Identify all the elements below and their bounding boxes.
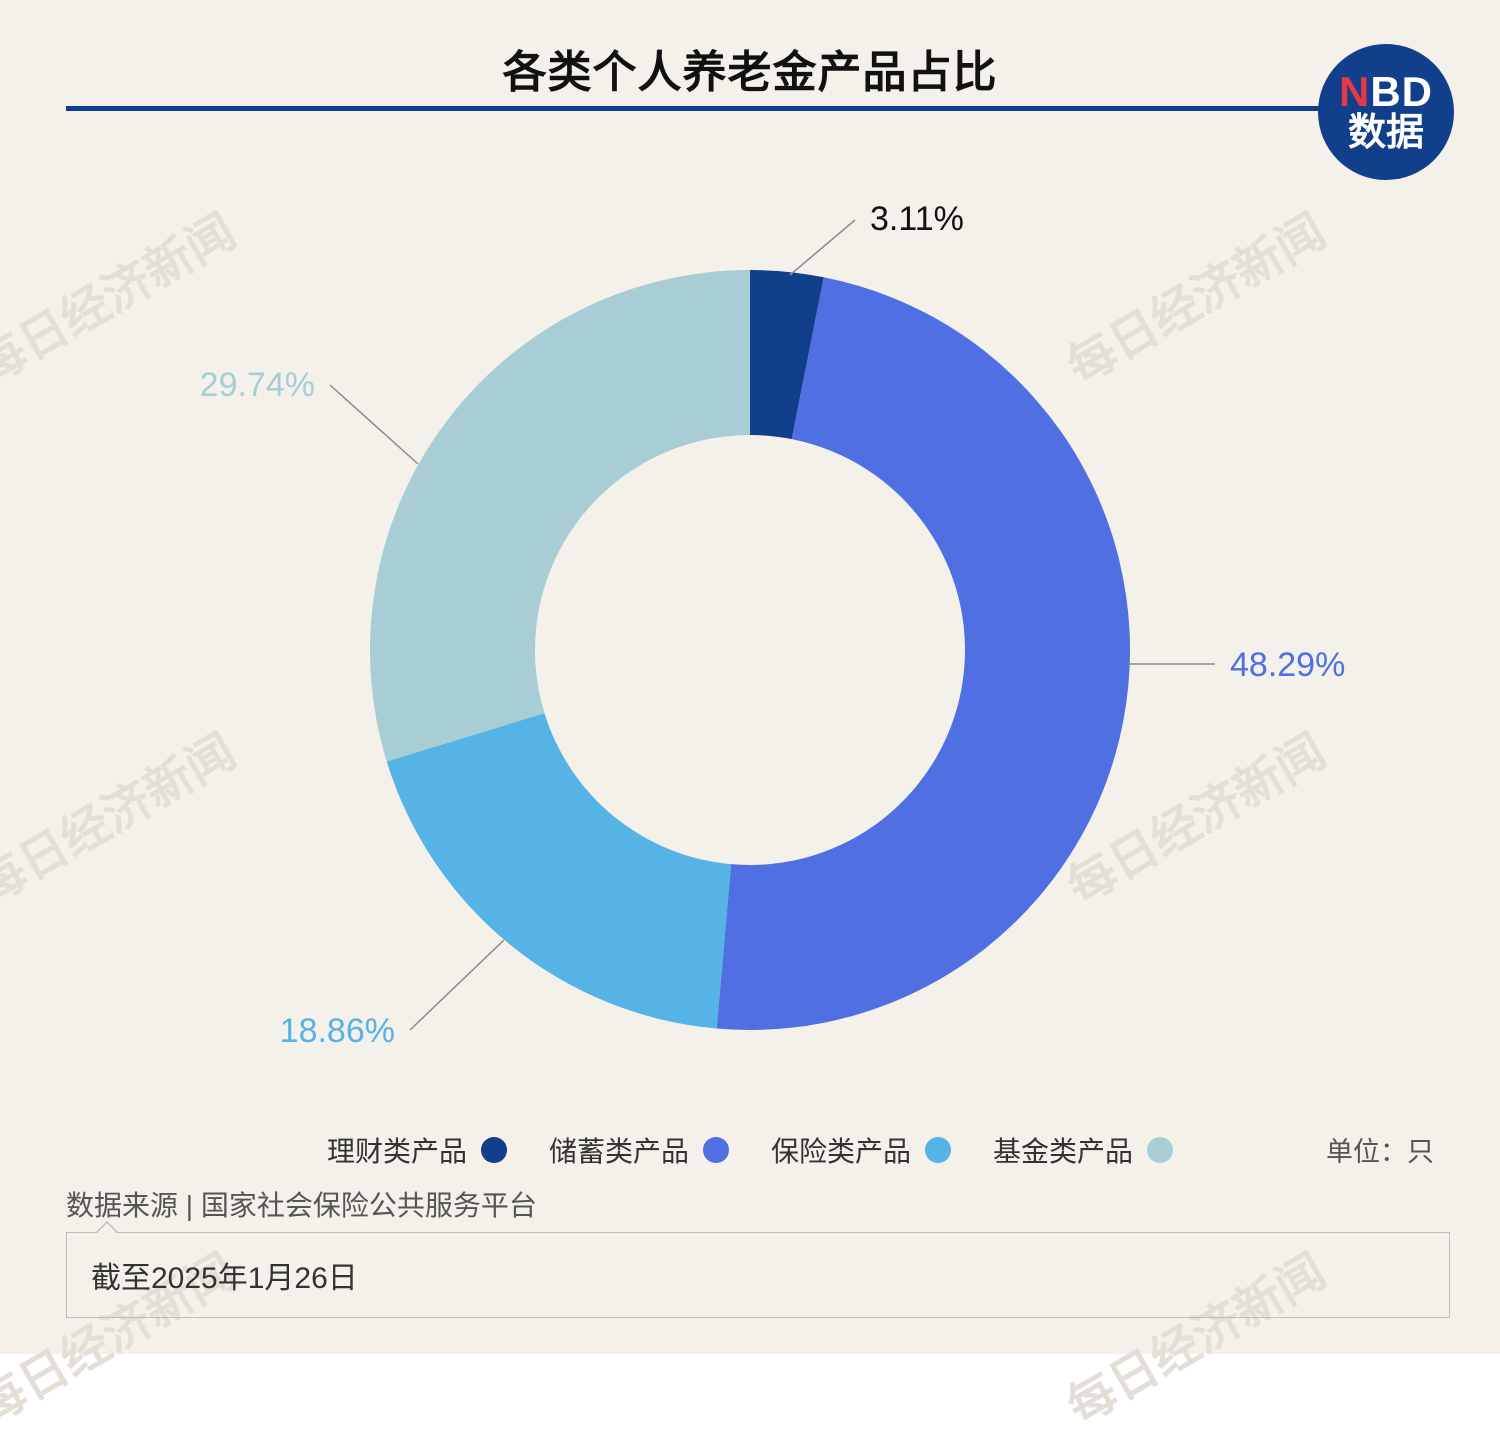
note-arrow-icon	[95, 1221, 119, 1233]
note-box: 截至2025年1月26日	[66, 1232, 1450, 1318]
legend-label: 理财类产品	[327, 1130, 467, 1170]
page: 每日经济新闻每日经济新闻每日经济新闻每日经济新闻每日经济新闻每日经济新闻 各类个…	[0, 0, 1500, 1354]
unit-label: 单位：只	[1326, 1130, 1434, 1169]
slice-label: 3.11%	[870, 200, 964, 238]
legend-dot-icon	[481, 1137, 507, 1163]
logo-n: N	[1339, 68, 1370, 115]
donut-chart: 3.11% 48.29% 18.86% 29.74%	[0, 160, 1500, 1120]
logo-sub: 数据	[1348, 114, 1424, 154]
legend-dot-icon	[925, 1137, 951, 1163]
legend-dot-icon	[1147, 1137, 1173, 1163]
legend-label: 储蓄类产品	[549, 1130, 689, 1170]
legend-label: 保险类产品	[771, 1130, 911, 1170]
legend-item: 储蓄类产品	[549, 1130, 729, 1170]
title-row: 各类个人养老金产品占比	[0, 36, 1500, 100]
title-underline	[66, 106, 1434, 111]
legend-label: 基金类产品	[993, 1130, 1133, 1170]
note-text: 截至2025年1月26日	[91, 1262, 358, 1295]
legend: 理财类产品 储蓄类产品 保险类产品 基金类产品	[0, 1130, 1500, 1170]
legend-item: 基金类产品	[993, 1130, 1173, 1170]
slice-label: 29.74%	[200, 366, 315, 404]
chart-title: 各类个人养老金产品占比	[0, 36, 1500, 100]
data-source: 数据来源 | 国家社会保险公共服务平台	[66, 1184, 537, 1224]
donut-slice	[387, 713, 731, 1028]
legend-item: 理财类产品	[327, 1130, 507, 1170]
slice-label: 18.86%	[280, 1012, 395, 1050]
logo-bd: BD	[1370, 68, 1433, 115]
legend-dot-icon	[703, 1137, 729, 1163]
leader-line	[410, 940, 504, 1030]
leader-line	[790, 220, 855, 275]
leader-line	[330, 385, 418, 464]
logo-nbd: NBD	[1339, 70, 1433, 114]
legend-item: 保险类产品	[771, 1130, 951, 1170]
donut-svg: 3.11% 48.29% 18.86% 29.74%	[0, 160, 1500, 1120]
donut-slice	[370, 270, 750, 762]
slice-label: 48.29%	[1230, 646, 1345, 684]
